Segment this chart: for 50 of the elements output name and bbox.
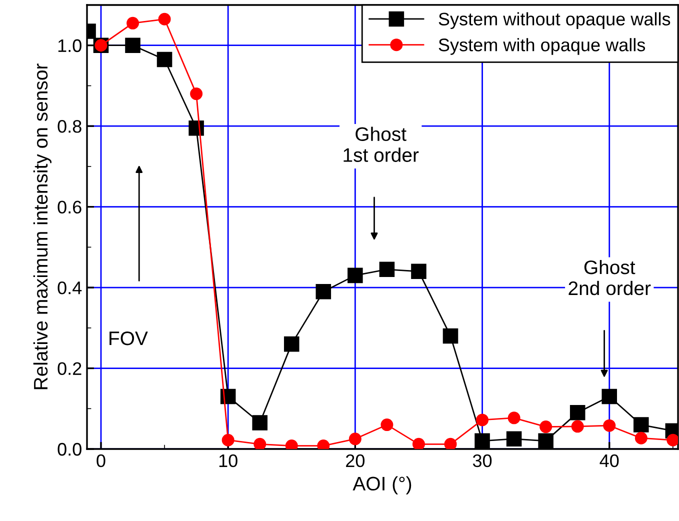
point xyxy=(666,434,678,446)
point xyxy=(156,52,172,68)
point xyxy=(379,262,395,278)
y-tick-label: 0.2 xyxy=(58,362,82,375)
y-axis-title: Relative maximum intensity on sensor xyxy=(33,64,52,390)
x-tick-label: 10 xyxy=(219,454,238,468)
point xyxy=(508,412,520,424)
point xyxy=(571,420,584,433)
point xyxy=(444,438,457,449)
point xyxy=(190,88,203,100)
annotation: FOV xyxy=(110,331,148,346)
y-tick-label: 0.4 xyxy=(58,281,82,294)
legend-label: System without opaque walls xyxy=(438,12,670,30)
point xyxy=(538,433,554,449)
x-tick-label: 30 xyxy=(472,454,492,468)
point xyxy=(254,438,266,449)
annotation: Ghost 1st order xyxy=(344,126,419,162)
legend-label: System with opaque walls xyxy=(438,38,646,55)
point xyxy=(284,336,300,352)
y-tick-label: 1.0 xyxy=(58,39,82,52)
point xyxy=(603,419,616,432)
point xyxy=(634,432,648,444)
point xyxy=(442,328,458,344)
point xyxy=(380,418,394,432)
y-tick-label: 0.6 xyxy=(58,200,82,214)
annotation: Ghost 2nd order xyxy=(568,260,651,296)
point xyxy=(348,432,362,446)
x-axis-title: AOI (°) xyxy=(352,476,412,494)
point xyxy=(540,420,552,434)
point xyxy=(188,120,204,136)
point xyxy=(570,405,586,420)
point xyxy=(348,268,363,284)
x-tick-label: 0 xyxy=(96,454,106,468)
point xyxy=(158,12,171,26)
point xyxy=(126,16,140,30)
point xyxy=(476,414,489,426)
y-tick-label: 0.0 xyxy=(58,442,82,456)
x-tick-label: 20 xyxy=(346,454,365,468)
point xyxy=(602,388,618,404)
point xyxy=(412,438,425,449)
point xyxy=(125,38,140,54)
point xyxy=(316,284,332,300)
point xyxy=(222,434,234,446)
point xyxy=(411,264,426,280)
point xyxy=(506,431,522,447)
point xyxy=(252,415,268,430)
point xyxy=(634,417,649,432)
x-tick-label: 40 xyxy=(600,454,619,468)
point xyxy=(474,433,490,449)
y-tick-label: 0.8 xyxy=(58,120,82,133)
